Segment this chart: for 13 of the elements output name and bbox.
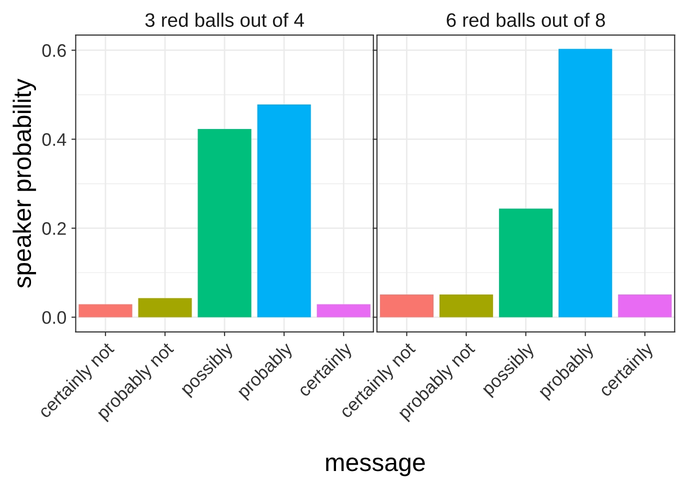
- bar: [257, 104, 311, 318]
- bar: [316, 304, 370, 318]
- chart-title: 3 red balls out of 4: [145, 12, 304, 27]
- bar: [138, 298, 192, 318]
- bar: [198, 128, 252, 318]
- y-tick-label: 0.2: [42, 222, 66, 235]
- bar: [78, 304, 132, 318]
- x-axis-title: message: [326, 458, 425, 476]
- y-tick-label: 0.0: [42, 311, 66, 324]
- y-tick-label: 0.6: [42, 44, 66, 57]
- chart-title: 6 red balls out of 8: [446, 12, 605, 27]
- y-axis-title: speaker probability: [12, 78, 36, 288]
- y-tick-label: 0.4: [42, 133, 66, 146]
